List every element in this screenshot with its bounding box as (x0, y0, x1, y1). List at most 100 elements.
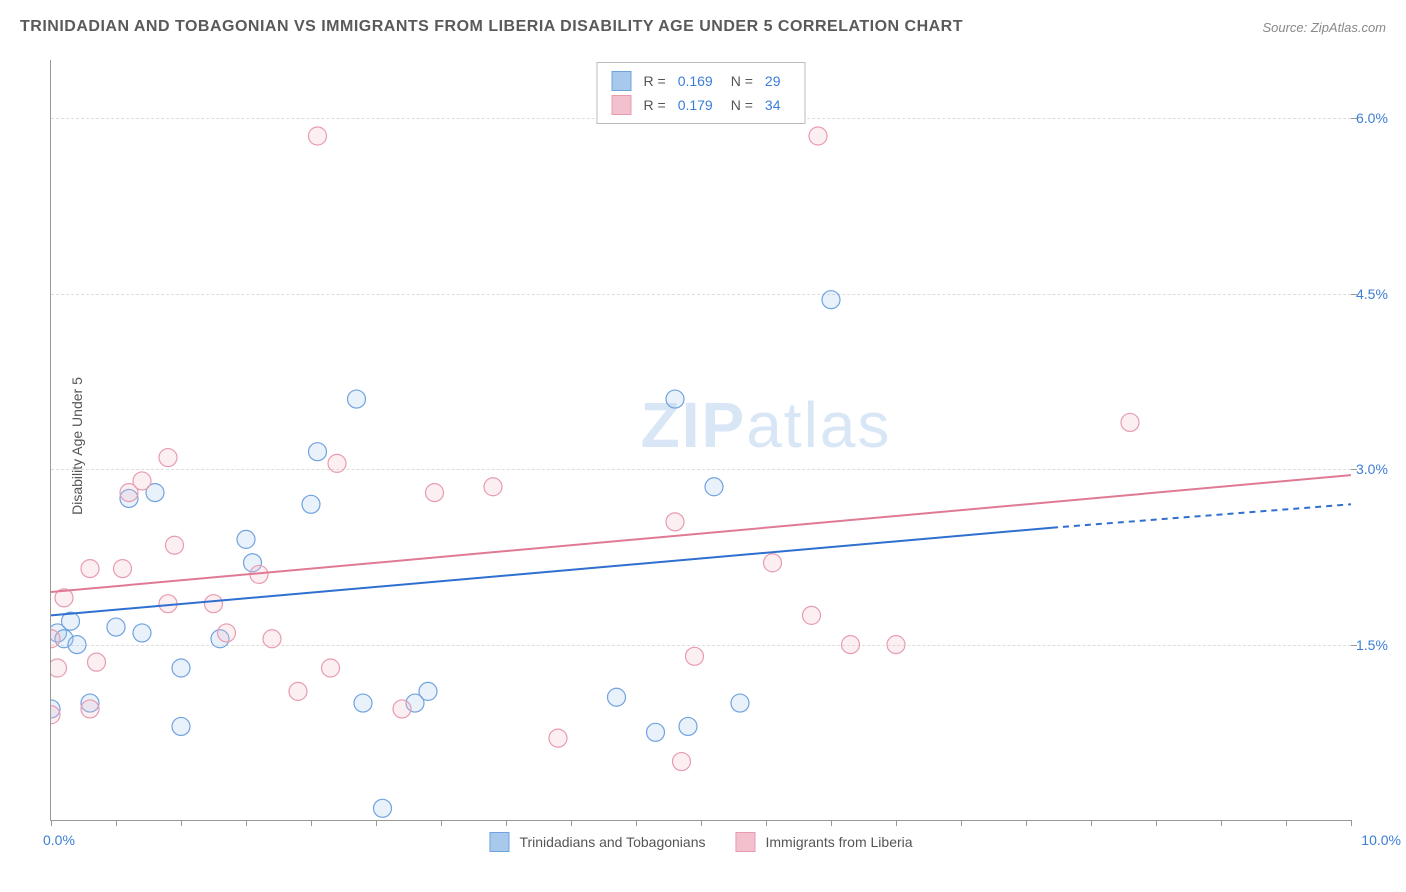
gridline (51, 469, 1351, 470)
ytick (1351, 294, 1357, 295)
legend-stats-row-1: R = 0.179 N = 34 (612, 93, 791, 117)
scatter-point (205, 595, 223, 613)
xtick (1026, 820, 1027, 826)
watermark: ZIPatlas (641, 388, 892, 462)
ytick (1351, 645, 1357, 646)
scatter-point (81, 560, 99, 578)
scatter-point (237, 530, 255, 548)
xtick (831, 820, 832, 826)
legend-bottom: Trinidadians and Tobagonians Immigrants … (489, 832, 912, 852)
legend-n-value-0: 29 (765, 73, 781, 89)
scatter-point (406, 694, 424, 712)
scatter-point (419, 682, 437, 700)
scatter-point (62, 612, 80, 630)
legend-swatch-blue-icon (489, 832, 509, 852)
legend-n-label: N = (731, 73, 753, 89)
scatter-point (322, 659, 340, 677)
legend-r-value-0: 0.169 (678, 73, 713, 89)
scatter-point (51, 700, 60, 718)
legend-bottom-item-0: Trinidadians and Tobagonians (489, 832, 705, 852)
scatter-point (426, 484, 444, 502)
scatter-point (764, 554, 782, 572)
xtick (1221, 820, 1222, 826)
ytick (1351, 469, 1357, 470)
title-bar: TRINIDADIAN AND TOBAGONIAN VS IMMIGRANTS… (20, 18, 1386, 36)
scatter-point (55, 589, 73, 607)
x-axis-label-left: 0.0% (43, 832, 75, 848)
scatter-point (159, 595, 177, 613)
scatter-point (172, 717, 190, 735)
scatter-point (647, 723, 665, 741)
trend-line (51, 528, 1052, 616)
legend-swatch-blue (612, 71, 632, 91)
xtick (181, 820, 182, 826)
legend-stats: R = 0.169 N = 29 R = 0.179 N = 34 (597, 62, 806, 124)
gridline (51, 645, 1351, 646)
scatter-point (673, 753, 691, 771)
chart-title: TRINIDADIAN AND TOBAGONIAN VS IMMIGRANTS… (20, 18, 963, 36)
legend-bottom-item-1: Immigrants from Liberia (735, 832, 912, 852)
scatter-point (686, 647, 704, 665)
xtick (376, 820, 377, 826)
scatter-point (244, 554, 262, 572)
legend-n-label: N = (731, 97, 753, 113)
watermark-light: atlas (746, 389, 891, 461)
xtick (1351, 820, 1352, 826)
scatter-point (731, 694, 749, 712)
trend-line (51, 475, 1351, 592)
scatter-point (289, 682, 307, 700)
legend-swatch-pink (612, 95, 632, 115)
scatter-point (166, 536, 184, 554)
scatter-point (51, 706, 60, 724)
ytick-label: 1.5% (1356, 637, 1406, 653)
scatter-point (133, 472, 151, 490)
xtick (961, 820, 962, 826)
scatter-point (354, 694, 372, 712)
scatter-point (809, 127, 827, 145)
scatter-point (666, 390, 684, 408)
ytick-label: 6.0% (1356, 110, 1406, 126)
xtick (116, 820, 117, 826)
scatter-point (302, 495, 320, 513)
xtick (1091, 820, 1092, 826)
scatter-point (81, 694, 99, 712)
scatter-point (172, 659, 190, 677)
scatter-point (107, 618, 125, 636)
scatter-point (666, 513, 684, 531)
scatter-point (88, 653, 106, 671)
scatter-point (393, 700, 411, 718)
scatter-point (705, 478, 723, 496)
scatter-point (374, 799, 392, 817)
trend-line-dashed (1052, 504, 1351, 527)
xtick (636, 820, 637, 826)
legend-bottom-label-0: Trinidadians and Tobagonians (519, 834, 705, 850)
xtick (441, 820, 442, 826)
scatter-point (218, 624, 236, 642)
xtick (51, 820, 52, 826)
legend-r-label: R = (644, 97, 666, 113)
xtick (766, 820, 767, 826)
scatter-point (120, 489, 138, 507)
xtick (311, 820, 312, 826)
legend-n-value-1: 34 (765, 97, 781, 113)
scatter-point (1121, 413, 1139, 431)
legend-swatch-pink-icon (735, 832, 755, 852)
scatter-svg (51, 60, 1351, 820)
legend-r-value-1: 0.179 (678, 97, 713, 113)
scatter-point (803, 606, 821, 624)
scatter-point (309, 443, 327, 461)
scatter-point (51, 659, 67, 677)
scatter-point (309, 127, 327, 145)
scatter-point (679, 717, 697, 735)
scatter-point (159, 449, 177, 467)
ytick-label: 3.0% (1356, 461, 1406, 477)
legend-r-label: R = (644, 73, 666, 89)
scatter-point (608, 688, 626, 706)
watermark-bold: ZIP (641, 389, 747, 461)
xtick (246, 820, 247, 826)
xtick (506, 820, 507, 826)
xtick (1156, 820, 1157, 826)
scatter-point (51, 624, 67, 642)
legend-bottom-label-1: Immigrants from Liberia (765, 834, 912, 850)
source-label: Source: ZipAtlas.com (1262, 20, 1386, 35)
